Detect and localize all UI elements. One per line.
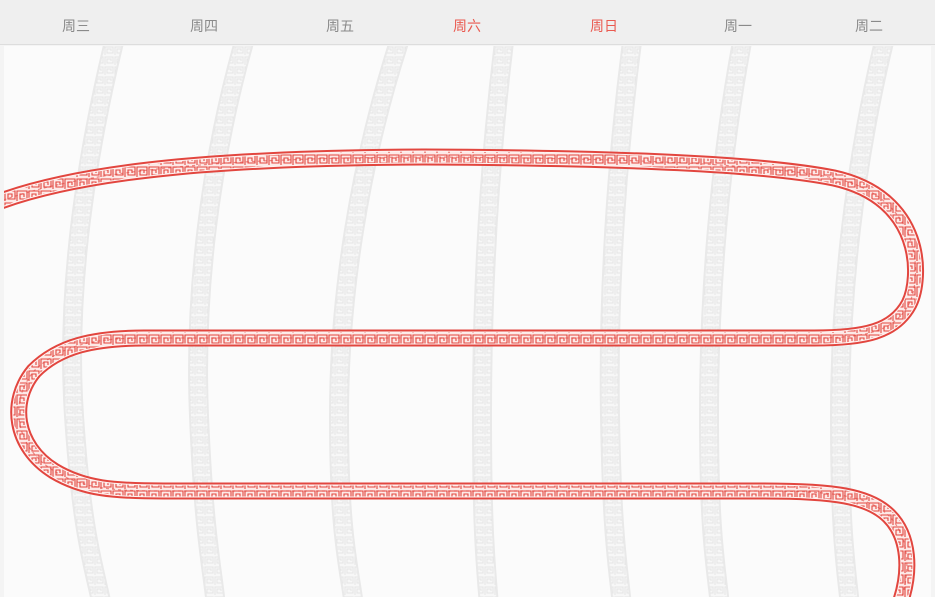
day-tab-monday[interactable]: 周一 xyxy=(724,19,752,35)
meander-border-path xyxy=(4,148,925,597)
day-tab-saturday[interactable]: 周六 xyxy=(453,19,481,35)
day-tab-thursday[interactable]: 周四 xyxy=(190,19,218,35)
column-ribbon-sunday xyxy=(599,46,642,597)
column-ribbon-tuesday xyxy=(829,46,894,597)
timeline-canvas xyxy=(4,46,931,597)
day-tab-friday[interactable]: 周五 xyxy=(326,19,354,35)
column-ribbon-friday xyxy=(328,46,409,597)
column-ribbon-wednesday xyxy=(62,46,124,597)
day-tab-tuesday[interactable]: 周二 xyxy=(855,19,883,35)
timeline-svg xyxy=(4,46,925,597)
column-ribbon-monday xyxy=(698,46,752,597)
day-column-ribbons xyxy=(62,46,894,597)
day-tab-sunday[interactable]: 周日 xyxy=(590,19,618,35)
column-ribbon-saturday xyxy=(471,46,514,597)
column-ribbon-thursday xyxy=(188,46,254,597)
week-day-header: 周三 周四 周五 周六 周日 周一 周二 xyxy=(0,0,935,45)
day-tab-wednesday[interactable]: 周三 xyxy=(62,19,90,35)
